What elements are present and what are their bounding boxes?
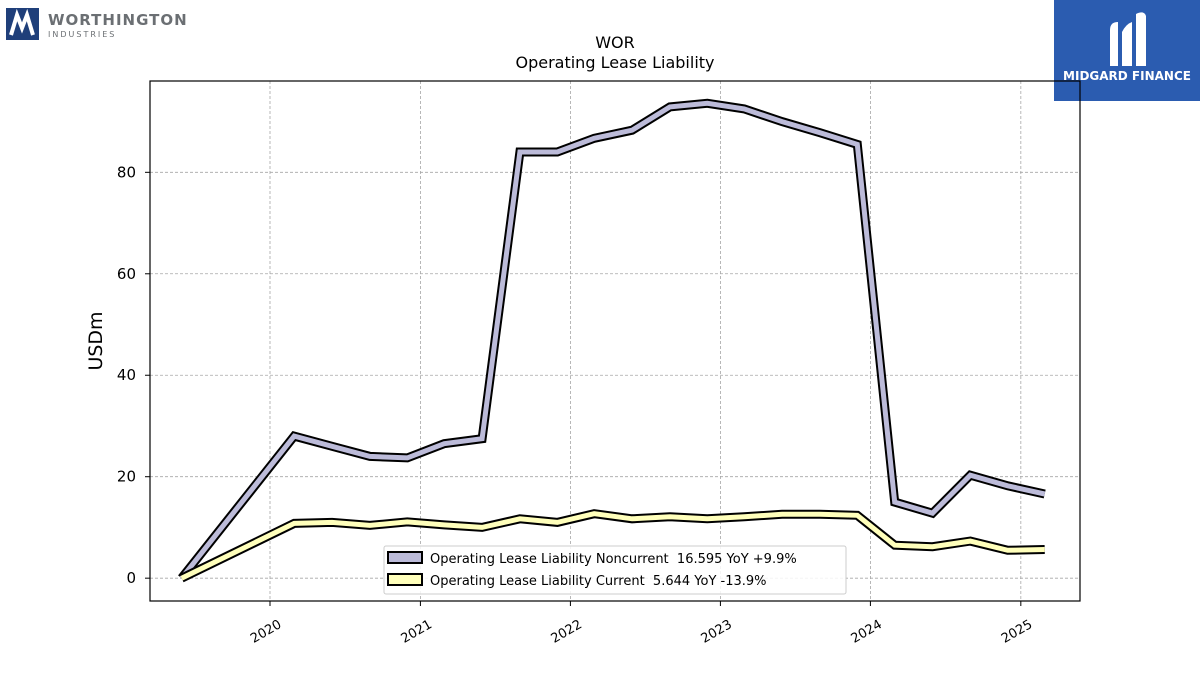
y-tick-label: 0 — [126, 569, 136, 587]
series-line-noncurrent — [179, 100, 1046, 580]
y-axis-label: USDm — [85, 311, 107, 370]
legend-swatch-noncurrent — [387, 551, 423, 564]
x-tick-label: 2025 — [999, 617, 1035, 647]
legend: Operating Lease Liability Noncurrent 16.… — [383, 545, 847, 595]
y-tick-label: 60 — [117, 265, 136, 283]
y-tick-label: 20 — [117, 468, 136, 486]
legend-label-current: Operating Lease Liability Current 5.644 … — [430, 574, 767, 589]
series-layer — [178, 98, 1046, 583]
grid-layer — [150, 81, 1080, 601]
legend-label-noncurrent: Operating Lease Liability Noncurrent 16.… — [430, 552, 797, 567]
x-tick-label: 2024 — [849, 617, 885, 647]
midgard-finance-logo-name: MIDGARD FINANCE — [1063, 69, 1191, 83]
x-tick-label: 2021 — [399, 617, 435, 647]
series-line-current — [180, 511, 1045, 581]
x-tick-label: 2023 — [699, 617, 735, 647]
x-tick-label: 2022 — [549, 617, 585, 647]
y-tick-label: 40 — [117, 366, 136, 384]
worthington-logo: WORTHINGTON INDUSTRIES — [6, 8, 206, 44]
legend-box — [383, 545, 847, 595]
y-tick-label: 80 — [117, 163, 136, 181]
worthington-logo-sub: INDUSTRIES — [48, 30, 117, 39]
plot-frame — [149, 80, 1081, 602]
chart-subtitle: Operating Lease Liability — [515, 53, 714, 72]
worthington-logo-icon — [6, 8, 39, 40]
midgard-finance-logo: MIDGARD FINANCE — [1054, 0, 1200, 101]
legend-swatch-current — [387, 573, 423, 586]
chart-title: WOR — [595, 33, 635, 52]
worthington-logo-name: WORTHINGTON — [48, 11, 188, 29]
x-tick-label: 2020 — [248, 617, 284, 647]
midgard-finance-logo-icon — [1110, 12, 1146, 66]
